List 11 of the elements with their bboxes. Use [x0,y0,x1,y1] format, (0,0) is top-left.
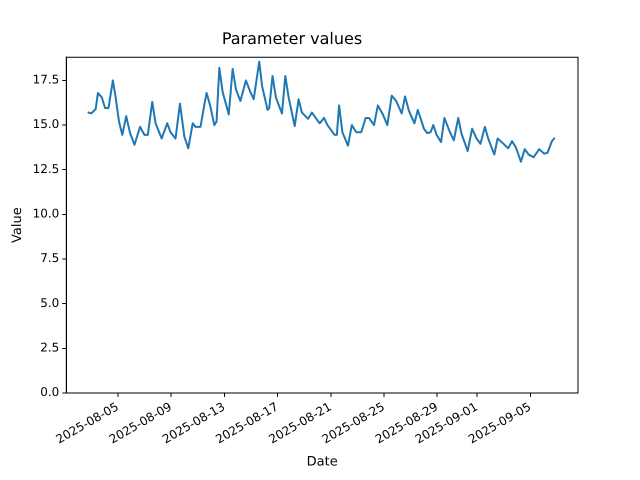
y-tick-label: 5.0 [40,296,60,310]
chart-title: Parameter values [222,28,362,48]
y-tick-label: 10.0 [32,206,60,221]
y-axis-title: Value [10,207,26,243]
y-tick-label: 12.5 [32,162,60,176]
y-tick-label: 2.5 [40,340,60,355]
y-tick-label: 0.0 [40,385,60,400]
y-tick-label: 17.5 [32,72,60,87]
y-tick-label: 15.0 [32,117,60,132]
y-tick-label: 7.5 [40,251,60,266]
x-axis-title: Date [306,454,338,470]
